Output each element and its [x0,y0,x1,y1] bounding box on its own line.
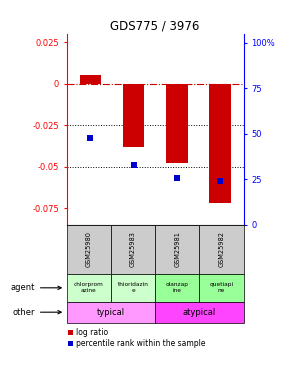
Text: atypical: atypical [183,308,216,316]
Text: thioridazin
e: thioridazin e [118,282,148,293]
Text: quetiapi
ne: quetiapi ne [209,282,233,293]
Point [131,162,136,168]
Point [174,175,179,181]
Text: percentile rank within the sample: percentile rank within the sample [76,339,205,348]
Bar [166,84,188,164]
Text: GSM25983: GSM25983 [130,231,136,267]
Title: GDS775 / 3976: GDS775 / 3976 [110,20,200,33]
Text: GSM25980: GSM25980 [86,231,92,267]
Text: olanzap
ine: olanzap ine [166,282,189,293]
Text: GSM25982: GSM25982 [218,231,224,267]
Text: typical: typical [97,308,125,316]
Bar [123,84,144,147]
Point [218,178,222,184]
Text: agent: agent [10,284,35,292]
Point [88,135,93,141]
Bar [80,75,101,84]
Text: log ratio: log ratio [76,328,108,337]
Text: chlorprom
azine: chlorprom azine [74,282,104,293]
Bar [209,84,231,203]
Text: other: other [12,308,35,316]
Text: GSM25981: GSM25981 [174,231,180,267]
